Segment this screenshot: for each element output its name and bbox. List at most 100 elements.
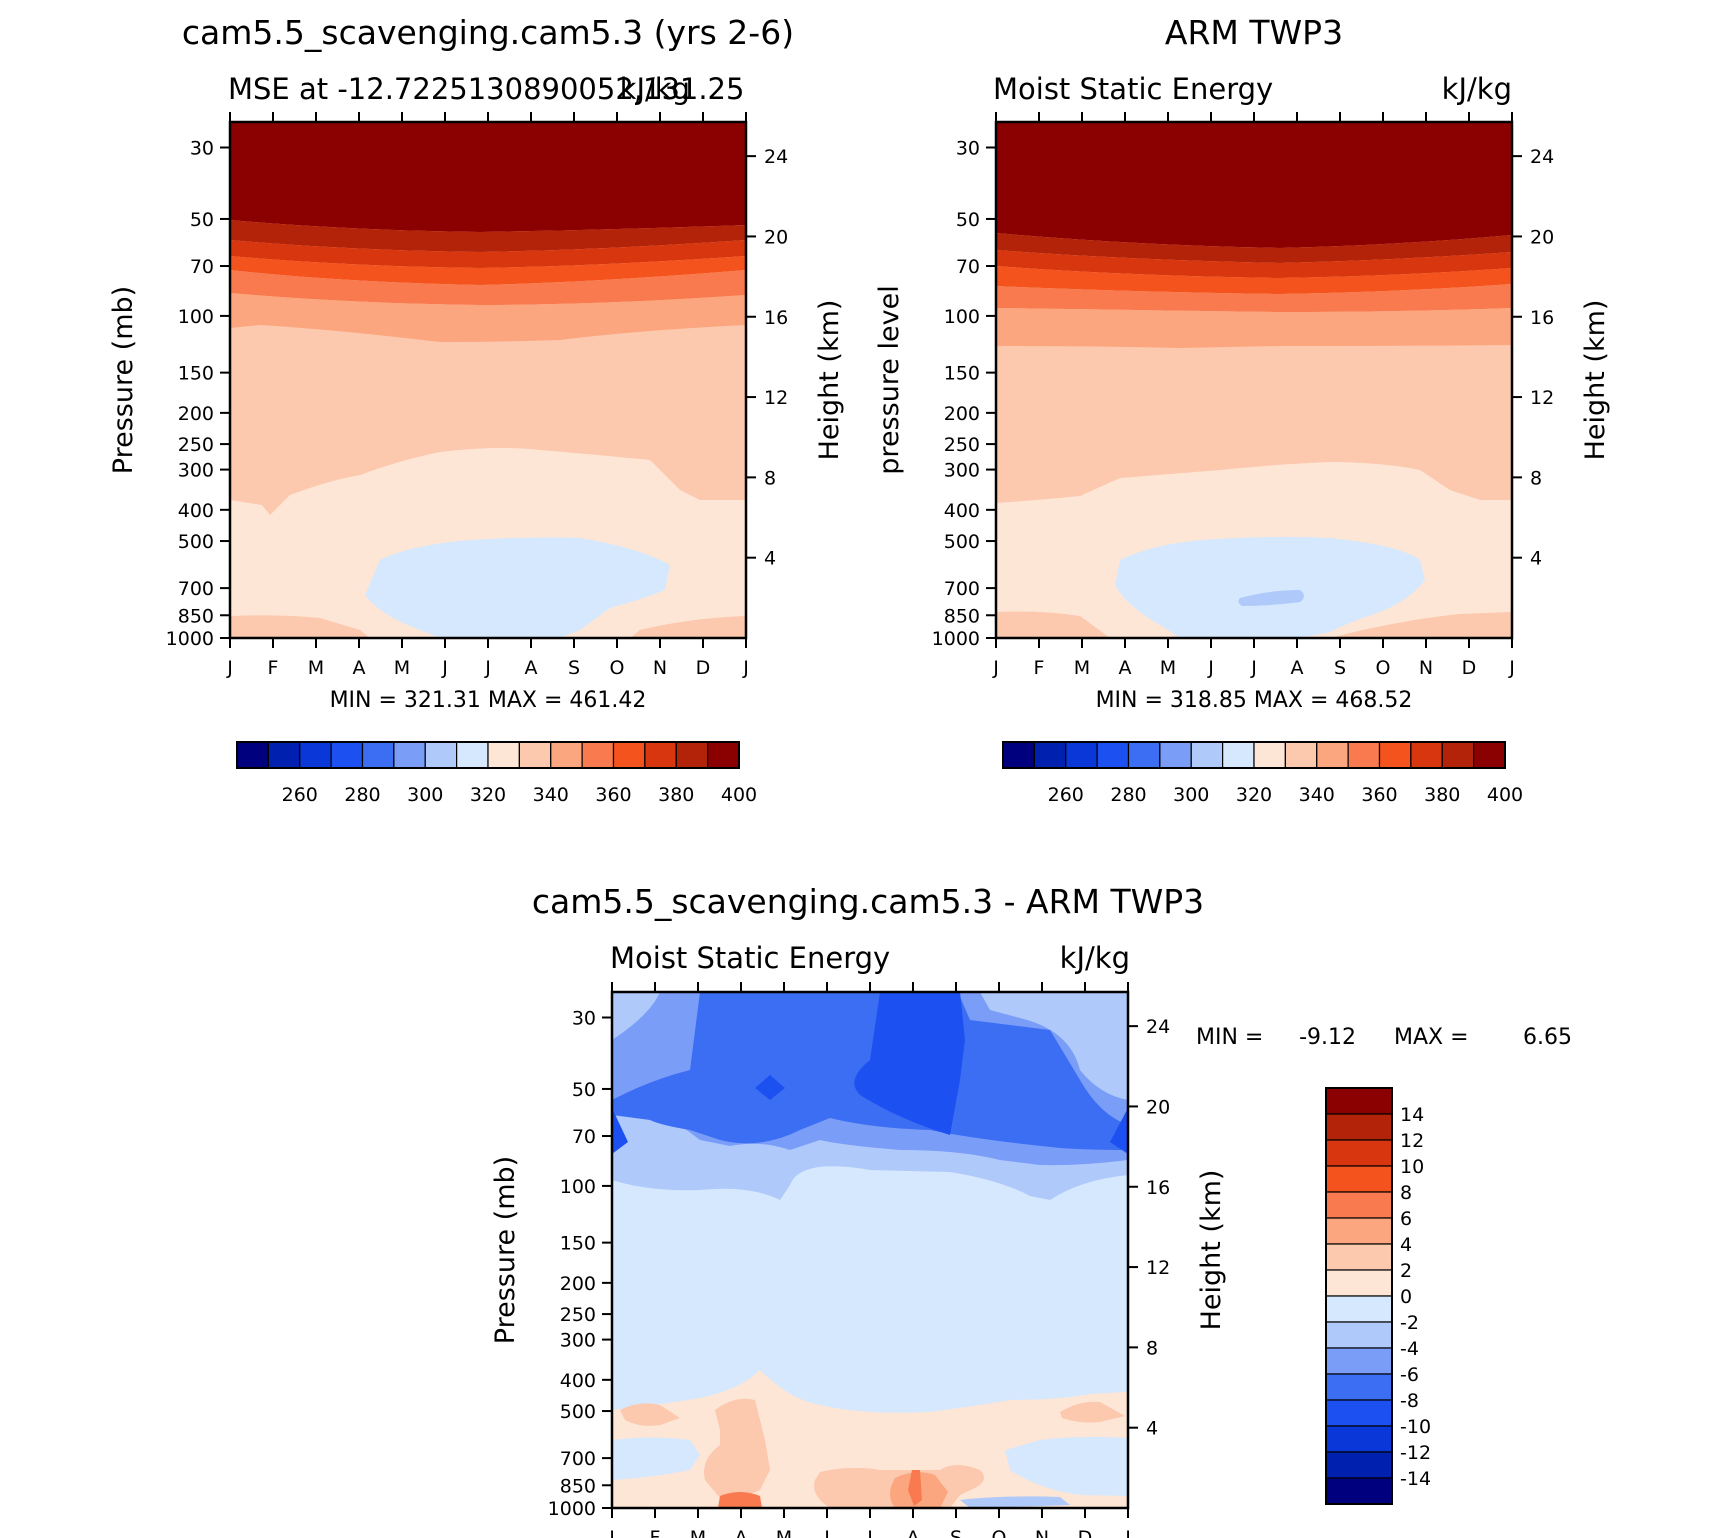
colorbar-label: 4 [1400,1234,1412,1256]
y-tick-label: 70 [956,256,980,278]
colorbar-swatch [1325,1217,1393,1245]
contour-band [996,611,1110,638]
x-tick-label: J [226,657,233,679]
y-tick-label: 100 [944,306,980,328]
y-tick-label: 250 [178,434,214,456]
x-tick-label: J [992,657,999,679]
height-tick-label: 8 [1146,1337,1158,1359]
x-tick-label: J [1207,657,1214,679]
panel-diff-title: cam5.5_scavenging.cam5.3 - ARM TWP3 [532,882,1204,921]
height-tick-label: 8 [764,467,776,489]
colorbar-label: 380 [1424,784,1460,806]
colorbar-label: 2 [1400,1260,1412,1282]
x-tick-label: A [353,657,366,679]
height-tick-label: 16 [1146,1177,1170,1199]
y-tick-label: 150 [178,363,214,385]
colorbar-swatch [1410,741,1443,769]
panel-diff-subtitle: Moist Static Energy [610,941,890,975]
colorbar-label: 0 [1400,1286,1412,1308]
colorbar-label: 6 [1400,1208,1412,1230]
height-tick-label: 12 [1530,387,1554,409]
y-tick-label: 1000 [548,1498,596,1520]
y-tick-label: 850 [560,1475,596,1497]
colorbar-swatch [1325,1295,1393,1323]
colorbar-swatch [299,741,332,769]
x-tick-label: D [1078,1527,1093,1538]
colorbar-label: 300 [1173,784,1209,806]
panel-diff-stats-max: 6.65 [1523,1025,1572,1050]
colorbar-label: 8 [1400,1182,1412,1204]
colorbar-swatch [581,741,615,769]
colorbar-swatch [1253,741,1286,769]
y-tick-label: 30 [572,1008,596,1030]
panel-obs-stats: MIN = 318.85 MAX = 468.52 [1096,688,1413,713]
colorbar-swatch [707,741,740,769]
colorbar-label: 12 [1400,1130,1424,1152]
colorbar-swatch [1378,741,1412,769]
colorbar-swatch [1284,741,1318,769]
height-tick-label: 24 [1146,1016,1170,1038]
colorbar-swatch [267,741,301,769]
colorbar-swatch [1325,1399,1393,1427]
panel-obs-units: kJ/kg [1442,72,1512,106]
contour-band [908,1470,922,1506]
y-tick-label: 400 [944,500,980,522]
contour-band [960,1496,1070,1508]
x-tick-label: O [1376,657,1391,679]
colorbar-label: 280 [344,784,380,806]
y-tick-label: 70 [190,256,214,278]
y-tick-label: 30 [190,138,214,160]
colorbar-diff: 14 12 10 8 6 4 2 0 -2 -4 -6 -8 -10 -12 -14 [1325,1087,1431,1505]
colorbar-swatch [1325,1139,1393,1167]
y-tick-label: 100 [560,1176,596,1198]
colorbar-swatch [1325,1113,1393,1141]
panel-diff-units: kJ/kg [1060,941,1130,975]
y-tick-label: 250 [944,434,980,456]
colorbar-swatch [1096,741,1130,769]
colorbar-swatch [1325,1477,1393,1505]
colorbar-swatch [1347,741,1381,769]
panel-model-contours [230,122,746,638]
y-tick-label: 300 [944,460,980,482]
height-tick-label: 16 [764,307,788,329]
panel-diff-contours [612,992,1128,1508]
contour-band [630,616,746,638]
x-tick-label: N [1035,1527,1049,1538]
x-tick-label: S [950,1527,962,1538]
contour-band [704,1398,770,1499]
colorbar-swatch [1325,1321,1393,1349]
y-tick-label: 400 [560,1370,596,1392]
panel-model-units: kJ/kg [620,72,690,106]
y-tick-label: 1000 [932,628,980,650]
colorbar-frame [236,741,740,769]
panel-model-ylabel-right: Height (km) [814,300,845,461]
colorbar-swatch [361,741,395,769]
colorbar-label: -10 [1400,1416,1431,1438]
colorbar-swatch [330,741,364,769]
panel-diff-ylabel: Pressure (mb) [490,1156,521,1344]
y-tick-label: 300 [560,1330,596,1352]
y-tick-label: 500 [944,531,980,553]
height-tick-label: 24 [764,146,788,168]
panel-obs-ylabel: pressure level [874,285,905,474]
colorbar-label: -12 [1400,1442,1431,1464]
colorbar-swatch [1159,741,1192,769]
y-tick-label: 700 [560,1448,596,1470]
colorbar-obs: 260 280 300 320 340 360 380 400 [1002,741,1523,806]
height-tick-label: 4 [1530,548,1542,570]
panel-obs-contours [996,122,1512,638]
colorbar-label: 380 [658,784,694,806]
colorbar-swatch [1325,1347,1393,1375]
contour-band [230,615,370,638]
y-tick-label: 250 [560,1304,596,1326]
colorbar-swatch [1325,1269,1393,1297]
colorbar-swatch [1325,1373,1393,1401]
y-tick-label: 150 [560,1233,596,1255]
panel-model: cam5.5_scavenging.cam5.3 (yrs 2-6) MSE a… [108,13,845,806]
contour-band [996,250,1512,278]
x-tick-label: J [866,1527,873,1538]
x-tick-label: A [1291,657,1304,679]
contour-band [1110,1108,1128,1154]
contour-band [1238,590,1304,606]
